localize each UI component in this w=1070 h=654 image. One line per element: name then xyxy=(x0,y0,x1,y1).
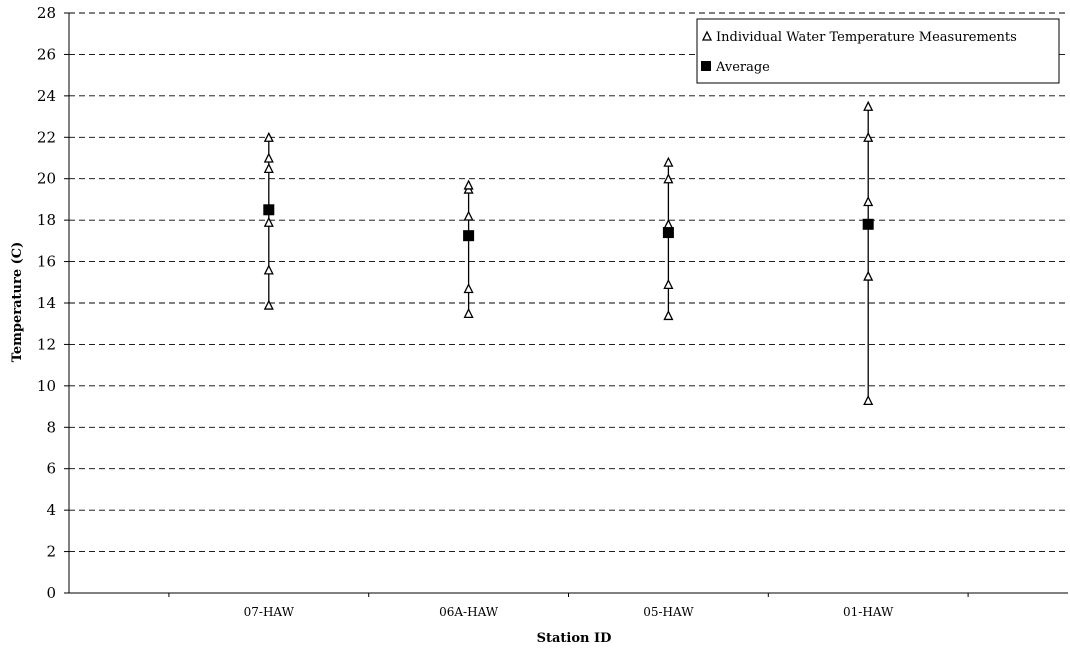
y-tick-label: 10 xyxy=(37,377,56,395)
measurement-point xyxy=(863,394,874,406)
measurement-point xyxy=(663,309,674,321)
measurement-point xyxy=(663,173,674,184)
measurement-point xyxy=(863,100,874,111)
measurement-point xyxy=(263,264,274,275)
y-tick-label: 0 xyxy=(46,584,56,602)
measurement-point xyxy=(663,156,674,167)
x-axis: 07-HAW 06A-HAW 05-HAW 01-HAW xyxy=(168,593,969,619)
measurement-point xyxy=(863,196,874,207)
measurement-point xyxy=(863,270,874,281)
y-tick-label: 24 xyxy=(37,87,56,105)
measurement-point xyxy=(663,278,674,290)
x-tick-label: 06A-HAW xyxy=(439,605,499,619)
average-point xyxy=(662,227,674,239)
measurement-point xyxy=(263,216,274,227)
legend: Individual Water Temperature Measurement… xyxy=(696,18,1060,84)
measurement-point xyxy=(263,152,274,163)
x-tick-label: 05-HAW xyxy=(643,605,694,619)
legend-square-marker xyxy=(701,61,711,71)
y-tick-label: 18 xyxy=(37,211,56,229)
legend-triangle-marker xyxy=(701,30,713,41)
y-tick-label: 2 xyxy=(46,543,56,561)
measurement-point xyxy=(863,131,874,142)
y-tick-label: 4 xyxy=(46,501,56,519)
y-tick-label: 28 xyxy=(37,4,56,22)
measurement-point xyxy=(463,210,474,221)
y-tick-label: 22 xyxy=(37,128,56,146)
average-point xyxy=(862,218,874,230)
y-tick-label: 16 xyxy=(37,253,56,271)
plot-area xyxy=(68,13,1068,594)
legend-label-measurements: Individual Water Temperature Measurement… xyxy=(716,30,1017,45)
x-tick-label: 07-HAW xyxy=(244,605,295,619)
x-tick-label: 01-HAW xyxy=(843,605,894,619)
average-point xyxy=(463,230,475,242)
measurement-point xyxy=(463,179,474,190)
y-tick-label: 20 xyxy=(37,170,56,188)
y-tick-label: 6 xyxy=(46,460,56,478)
measurement-point xyxy=(263,299,274,310)
y-tick-label: 26 xyxy=(37,45,56,63)
measurement-point xyxy=(463,283,474,294)
y-tick-label: 12 xyxy=(37,335,56,353)
y-tick-label: 8 xyxy=(46,418,56,436)
x-axis-title: Station ID xyxy=(537,631,612,646)
measurement-point xyxy=(463,307,474,319)
y-tick-label: 14 xyxy=(37,294,56,312)
gridlines xyxy=(69,12,1068,553)
measurement-point xyxy=(263,131,274,142)
legend-box xyxy=(696,18,1060,84)
average-point xyxy=(263,204,275,216)
y-axis-title: Temperature (C) xyxy=(10,242,25,363)
data-marks xyxy=(263,100,874,406)
measurement-point xyxy=(263,162,274,174)
legend-label-average: Average xyxy=(715,60,770,75)
